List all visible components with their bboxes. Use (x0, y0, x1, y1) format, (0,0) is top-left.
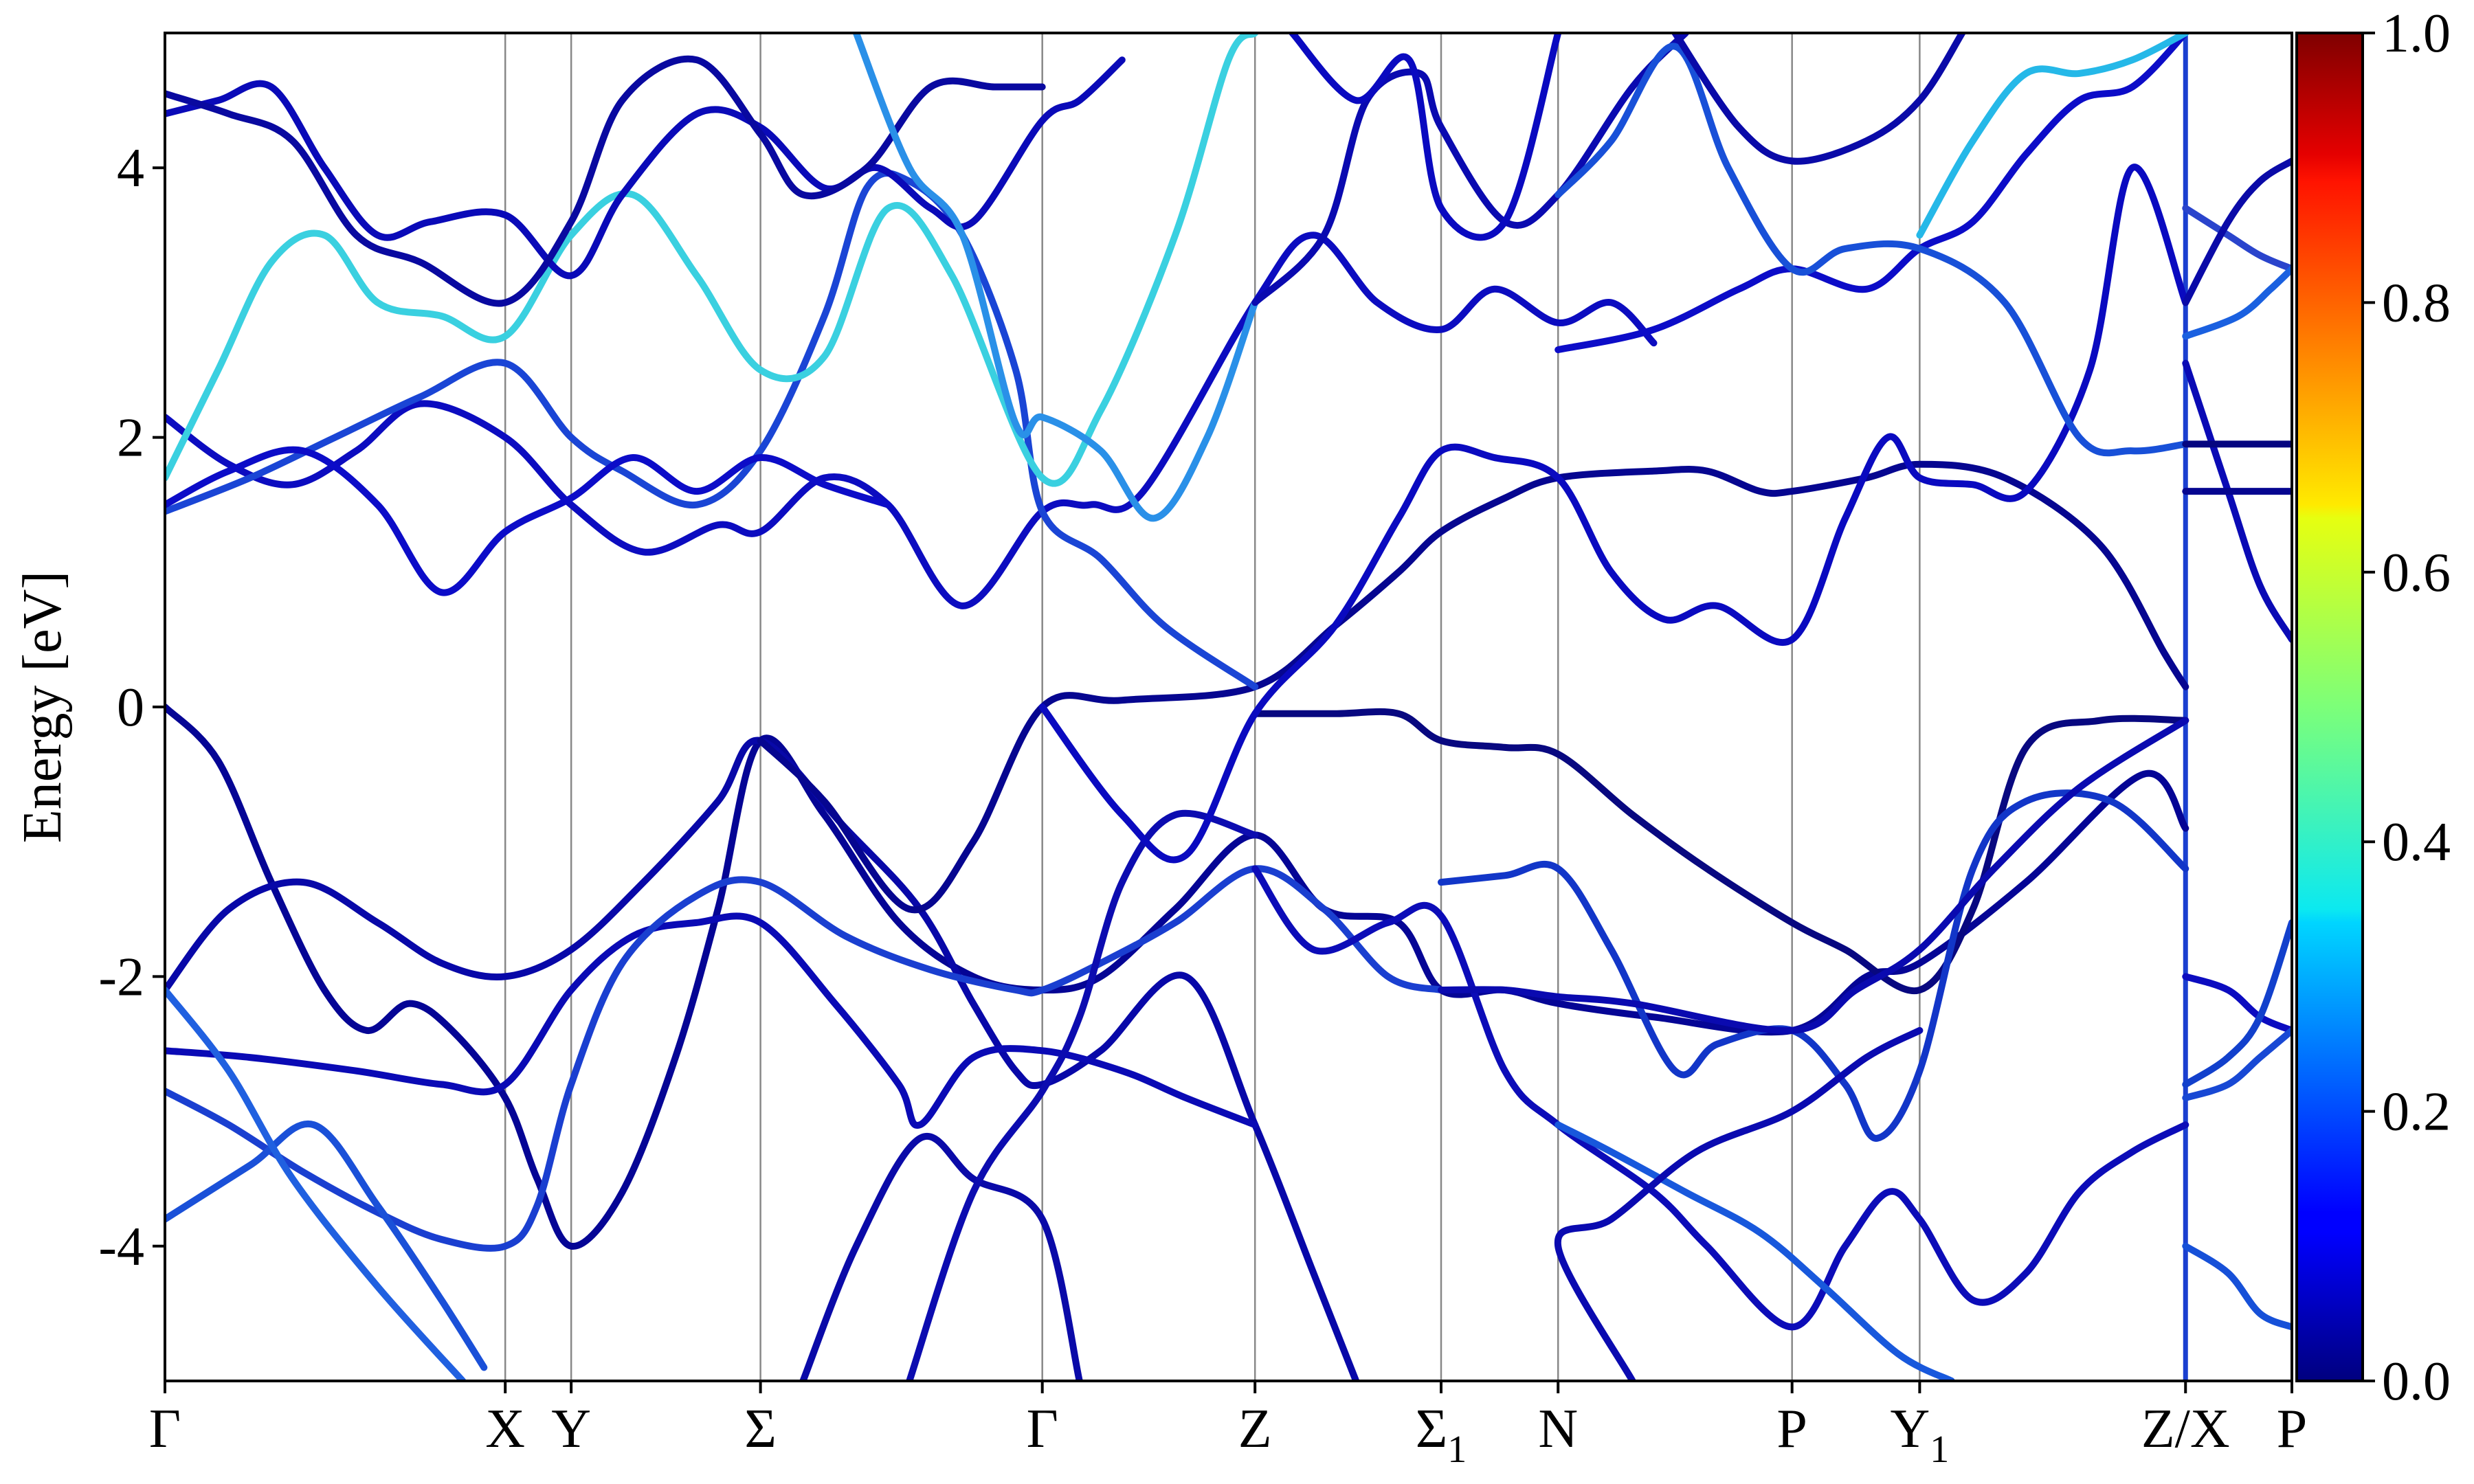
band-line (2182, 359, 2292, 643)
x-tick-label: Γ (1027, 1399, 1058, 1459)
y-axis-ticks: -4 -2 0 2 4 (98, 138, 165, 1277)
band-line (2182, 919, 2292, 1088)
band-line (1038, 164, 2189, 864)
band-line (165, 56, 1126, 280)
colorbar-tick-label: 1.0 (2382, 3, 2451, 64)
x-tick-label: Z (1238, 1399, 1272, 1459)
colorbar-tick-label: 0.0 (2382, 1351, 2451, 1412)
band-line (1671, 33, 1966, 165)
y-axis-label: Energy [eV] (12, 571, 73, 843)
band-line (852, 33, 1259, 522)
colorbar-tick-label: 0.4 (2382, 812, 2451, 873)
x-tick-label: X (485, 1399, 525, 1459)
colorbar-ticks: 0.0 0.2 0.4 0.6 0.8 1.0 (2363, 3, 2451, 1412)
band-line (1251, 33, 1689, 306)
band-line (2182, 973, 2292, 1034)
band-line (2182, 157, 2292, 306)
x-tick-label: Y (551, 1399, 591, 1459)
colorbar-tick-label: 0.2 (2382, 1082, 2451, 1143)
colorbar-tick-label: 0.6 (2382, 543, 2451, 603)
band-line (1251, 865, 2189, 1331)
y-tick-label: 2 (117, 408, 144, 469)
band-line (1554, 43, 2189, 457)
colorbar-tick-label: 0.8 (2382, 273, 2451, 333)
band-line (165, 912, 1259, 1129)
x-tick-label: Z/X (2141, 1399, 2230, 1459)
band-line (1554, 1026, 1924, 1381)
colorbar (2297, 33, 2363, 1381)
band-line (165, 1120, 488, 1371)
y-tick-label: -4 (98, 1217, 144, 1277)
x-tick-label: Γ (149, 1399, 181, 1459)
x-tick-label: Σ1 (1416, 1399, 1467, 1471)
band-line (2182, 1026, 2292, 1101)
band-line (906, 809, 1259, 1381)
band-line (165, 865, 1445, 1252)
band-line (1438, 789, 2189, 1142)
band-line (1251, 708, 2189, 995)
colorbar-frame (2295, 32, 2364, 1382)
y-tick-label: -2 (98, 947, 144, 1007)
band-line (757, 460, 2189, 914)
band-line (165, 33, 1259, 487)
band-line (165, 170, 1259, 690)
band-line (165, 232, 1658, 609)
band-line (2182, 1242, 2292, 1331)
y-tick-label: 4 (117, 138, 144, 199)
band-line (165, 987, 467, 1381)
band-line (1554, 1121, 1955, 1381)
high-symmetry-lines (504, 33, 2188, 1381)
x-tick-label: Σ (744, 1399, 777, 1459)
band-line (2182, 265, 2292, 340)
band-line (1916, 33, 2189, 239)
x-tick-label: N (1538, 1399, 1578, 1459)
band-line (1554, 33, 2189, 354)
plot-frame (164, 32, 2293, 1382)
band-lines (165, 33, 2292, 1381)
band-line (1289, 33, 1562, 241)
x-axis-ticks: Γ X Y Σ Γ Z Σ1 N P Y1 Z/X P (149, 1381, 2307, 1471)
x-tick-label: P (1776, 1399, 1807, 1459)
x-tick-label: P (2277, 1399, 2308, 1459)
x-tick-label: Y1 (1890, 1399, 1949, 1471)
y-tick-label: 0 (117, 677, 144, 738)
band-line (1438, 717, 2189, 1035)
band-line (165, 446, 892, 596)
band-line (2182, 205, 2292, 273)
band-line (799, 1133, 1083, 1381)
